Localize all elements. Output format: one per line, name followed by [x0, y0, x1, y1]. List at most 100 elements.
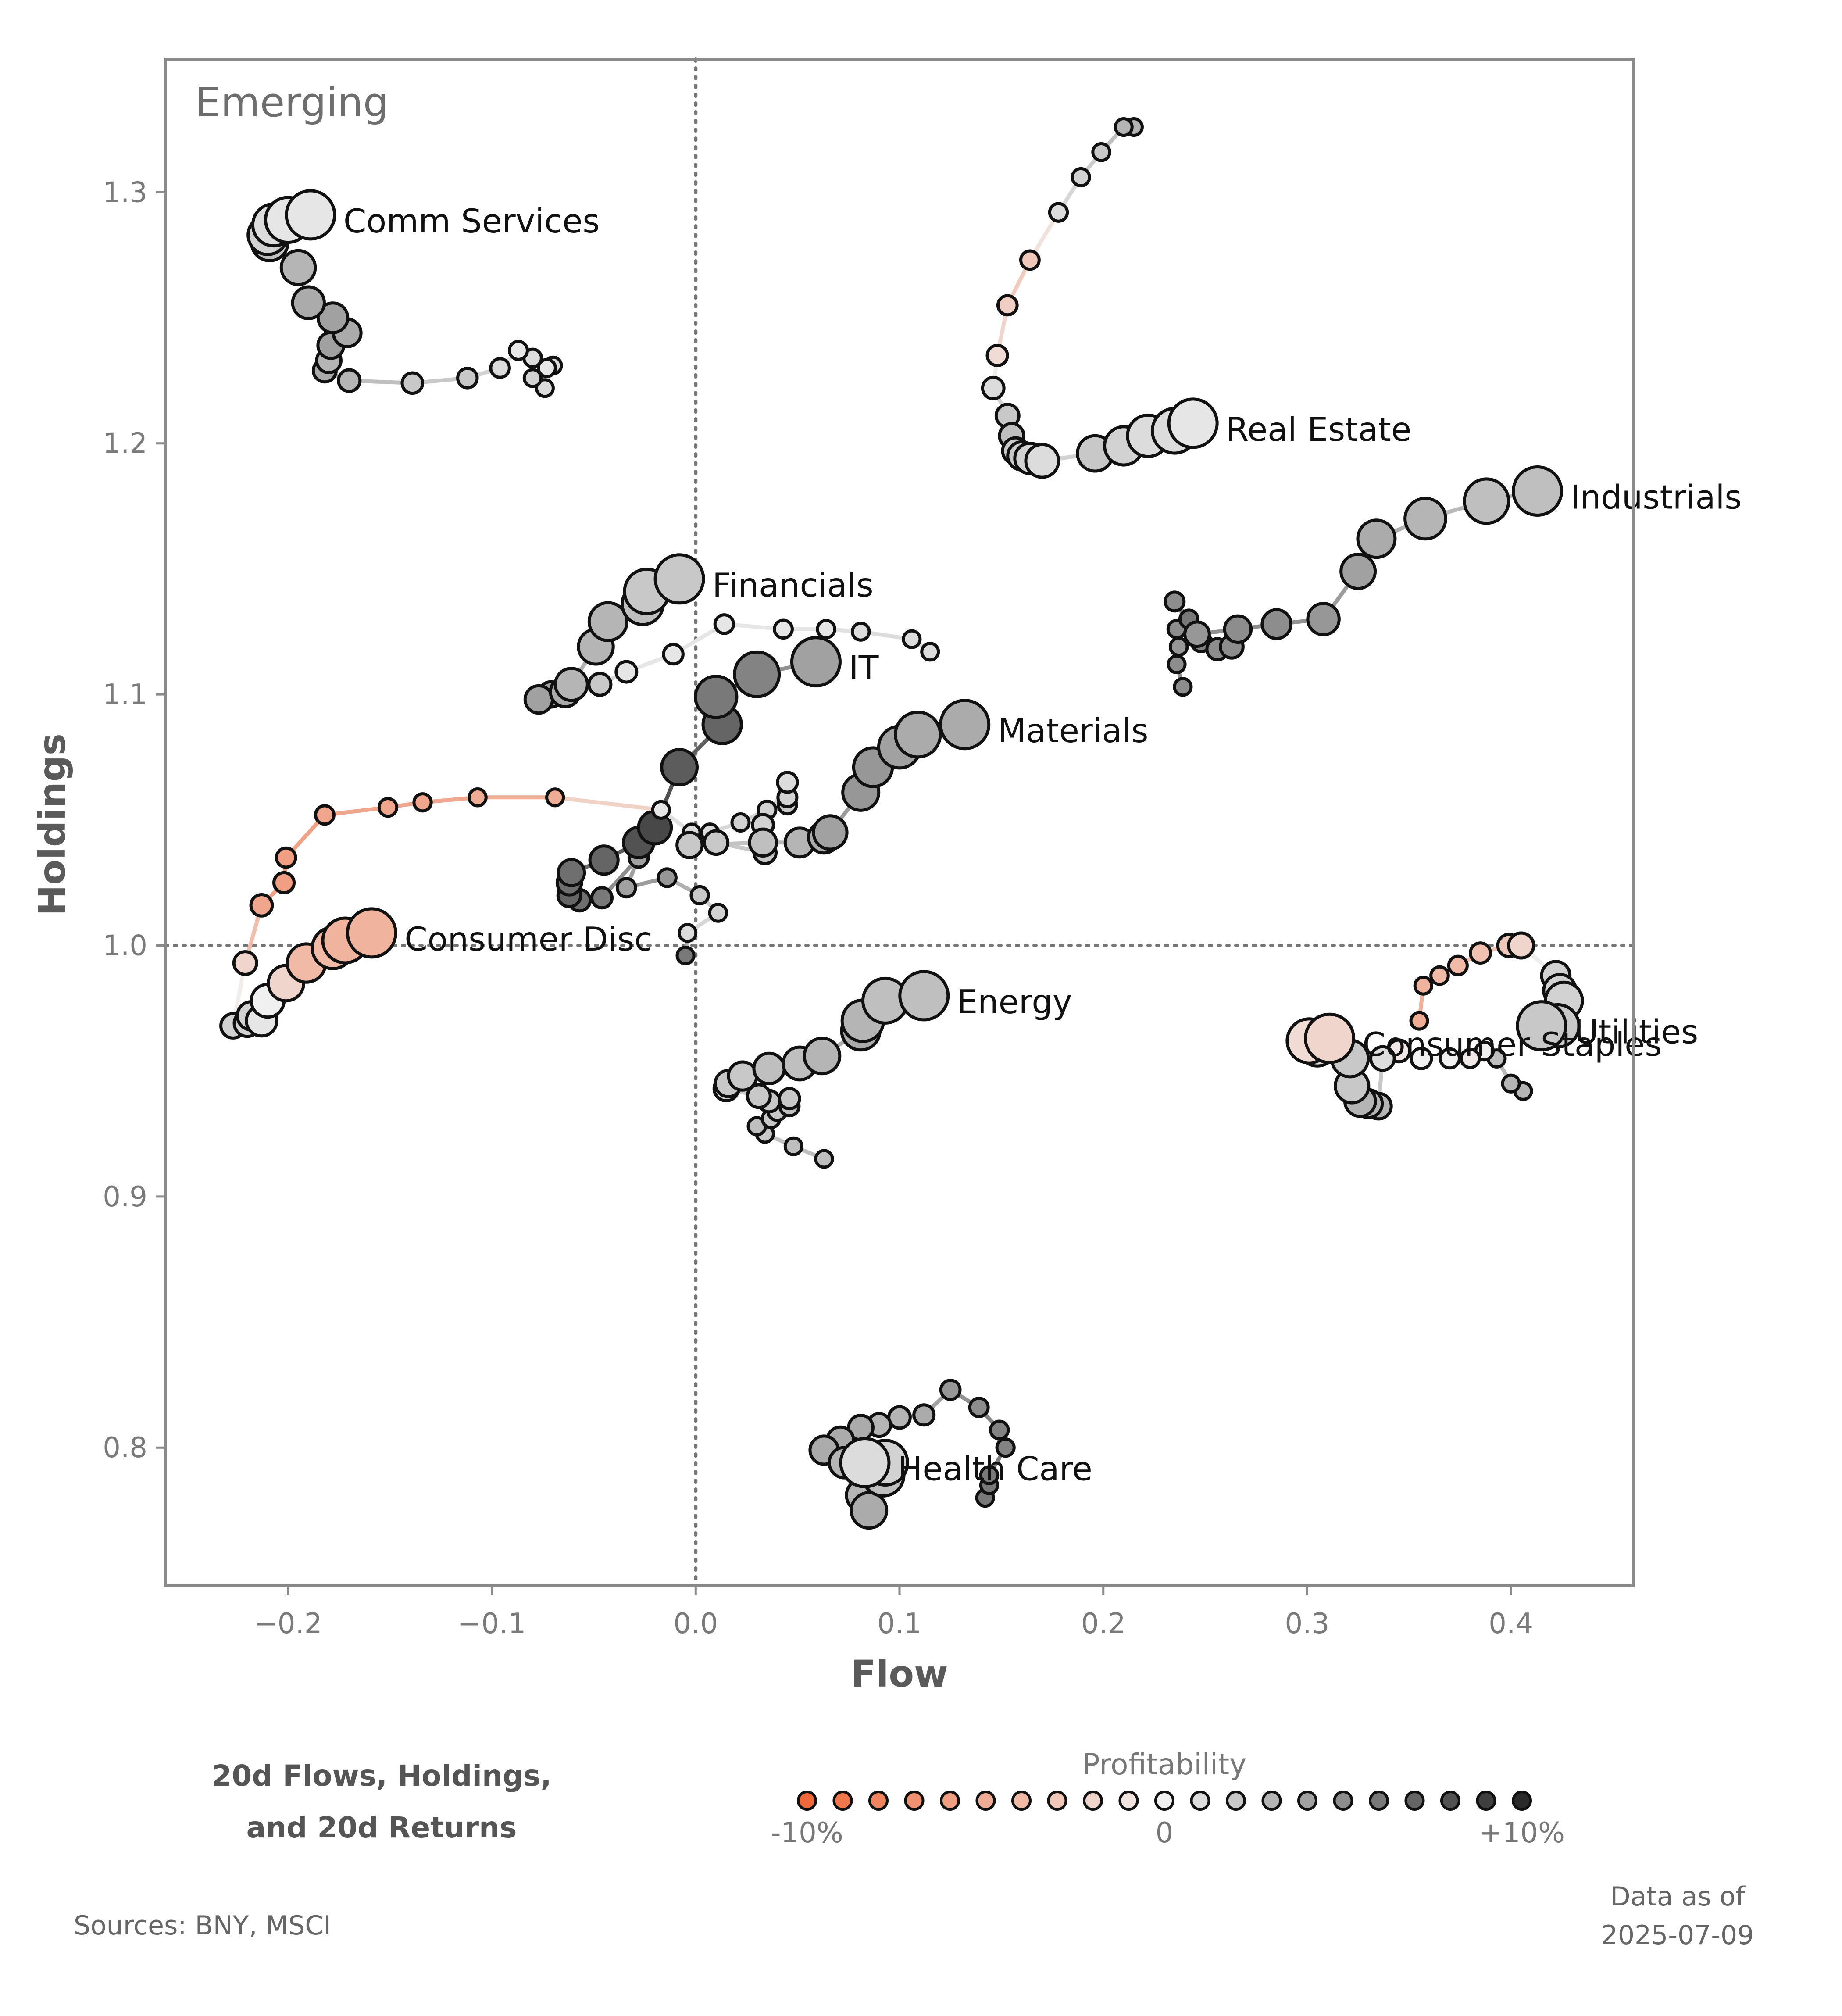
- data-point: [1167, 654, 1187, 674]
- data-point: [651, 800, 671, 820]
- data-point: [746, 1083, 772, 1109]
- data-point: [989, 1419, 1010, 1441]
- colorbar-dot: [1118, 1791, 1139, 1811]
- data-point: [675, 945, 696, 965]
- colorbar-dot: [1369, 1791, 1389, 1811]
- data-point: [1369, 1045, 1396, 1072]
- series-label-it: IT: [849, 649, 879, 687]
- data-point: [996, 294, 1019, 317]
- colorbar-dot: [1226, 1791, 1246, 1811]
- data-point: [468, 787, 488, 808]
- colorbar-dot: [1333, 1791, 1353, 1811]
- data-point: [783, 1136, 803, 1156]
- data-point: [1439, 1047, 1461, 1070]
- series-utilities: [1409, 931, 1584, 1052]
- series-consumer-disc: [219, 787, 671, 1040]
- data-point: [920, 642, 940, 662]
- data-point: [662, 643, 685, 666]
- colorbar-dot: [1083, 1791, 1103, 1811]
- data-point: [1304, 1012, 1356, 1064]
- legend-title-line1: 20d Flows, Holdings,: [211, 1759, 552, 1793]
- data-point: [995, 1437, 1016, 1458]
- colorbar-dot: [1047, 1791, 1067, 1811]
- series-labels: Comm Services Real Estate Industrials Finan…: [343, 202, 1742, 1488]
- data-point: [1501, 1073, 1521, 1094]
- data-point: [803, 1037, 842, 1076]
- y-tick-label: 0.8: [103, 1432, 147, 1464]
- series-label-real-estate: Real Estate: [1226, 410, 1411, 449]
- data-point: [1260, 608, 1293, 640]
- data-as-of: Data as of 2025-07-09: [1447, 1877, 1842, 1955]
- data-point: [1024, 443, 1060, 479]
- colorbar-dot: [1154, 1791, 1174, 1811]
- data-point: [1223, 614, 1253, 644]
- colorbar-dot: [904, 1791, 925, 1811]
- data-point: [587, 672, 613, 697]
- data-point: [1429, 965, 1450, 986]
- data-point: [1403, 497, 1447, 541]
- data-as-of-line1: Data as of: [1610, 1881, 1745, 1912]
- colorbar-dot: [1512, 1791, 1532, 1811]
- data-point: [314, 804, 336, 826]
- series-materials: [651, 699, 991, 865]
- data-point: [337, 368, 362, 393]
- data-point: [1410, 1047, 1433, 1070]
- data-point: [285, 189, 336, 241]
- colorbar-dot: [1190, 1791, 1210, 1811]
- series-label-consumer-disc: Consumer Disc: [404, 920, 652, 958]
- data-point: [979, 1465, 1000, 1485]
- data-point: [1469, 941, 1492, 965]
- data-point: [816, 619, 836, 640]
- data-point: [814, 1149, 834, 1169]
- data-point: [939, 699, 991, 751]
- data-point: [812, 814, 849, 851]
- data-point: [1167, 397, 1219, 449]
- data-point: [377, 797, 399, 818]
- x-tick-label: 0.3: [1285, 1608, 1330, 1640]
- data-point: [507, 340, 529, 361]
- colorbar-title: Profitability: [1082, 1748, 1246, 1781]
- profitability-colorbar: Profitability -10% 0 +10%: [771, 1748, 1565, 1849]
- colorbar-dot: [832, 1791, 853, 1811]
- data-point: [894, 711, 942, 759]
- data-point: [545, 787, 565, 808]
- data-point: [912, 1403, 936, 1427]
- series-health-care: [808, 1379, 1016, 1530]
- x-tick-label: −0.1: [458, 1608, 526, 1640]
- data-point: [1183, 620, 1211, 648]
- series-label-materials: Materials: [998, 711, 1149, 750]
- colorbar-dot: [1011, 1791, 1032, 1811]
- data-point: [1164, 590, 1186, 613]
- data-point: [615, 877, 637, 899]
- data-point: [727, 1060, 758, 1092]
- data-point: [1356, 518, 1397, 559]
- colorbar-dots: [797, 1791, 1532, 1811]
- y-tick-label: 1.0: [103, 929, 147, 962]
- data-point: [850, 1491, 889, 1530]
- data-point: [1306, 602, 1341, 636]
- data-point: [1339, 553, 1377, 590]
- y-axis-label: Holdings: [31, 733, 74, 916]
- data-point: [1019, 249, 1041, 271]
- series-energy: [712, 970, 950, 1169]
- x-tick-label: −0.2: [254, 1608, 322, 1640]
- data-point: [523, 684, 554, 715]
- data-point: [752, 1051, 786, 1086]
- data-point: [1071, 167, 1091, 188]
- data-point: [232, 950, 258, 976]
- data-point: [1409, 1011, 1429, 1031]
- data-point: [778, 1087, 801, 1111]
- data-point: [657, 867, 678, 888]
- series-label-industrials: Industrials: [1571, 478, 1742, 516]
- colorbar-dot: [1440, 1791, 1460, 1811]
- data-point: [535, 378, 555, 398]
- data-point: [557, 858, 586, 887]
- series-label-financials: Financials: [712, 566, 874, 604]
- data-point: [1048, 202, 1069, 223]
- data-point: [614, 660, 639, 684]
- data-point: [776, 771, 799, 794]
- sources-note: Sources: BNY, MSCI: [74, 1910, 331, 1941]
- data-point: [553, 667, 589, 702]
- x-tick-label: 0.4: [1489, 1608, 1533, 1640]
- data-point: [412, 792, 433, 813]
